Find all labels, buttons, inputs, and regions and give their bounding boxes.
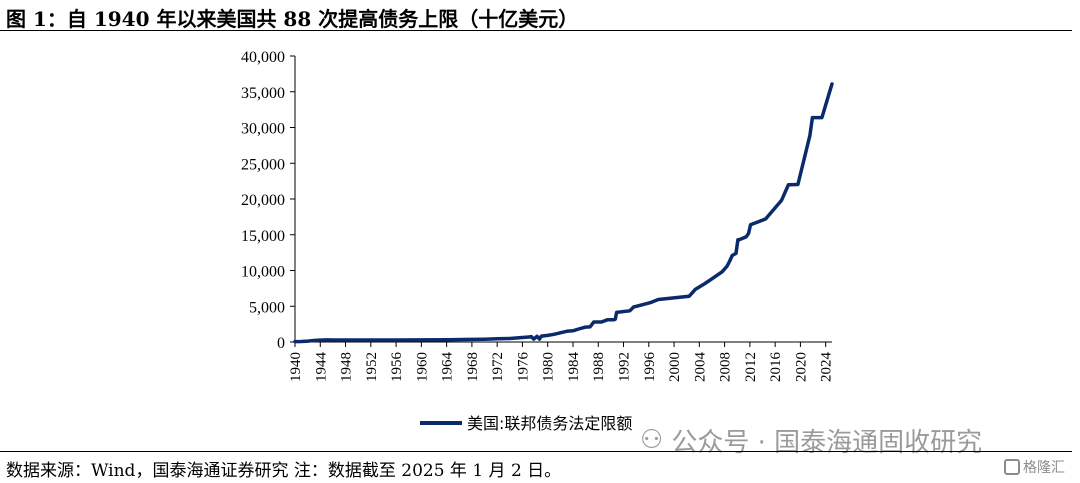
y-axis: 0 5,000 10,000 15,000 20,000 25,000 30,000 35,0… <box>241 49 296 352</box>
x-tick-label: 2020 <box>793 352 809 382</box>
y-tick-label: 35,000 <box>241 85 285 102</box>
y-tick-label: 15,000 <box>241 228 285 245</box>
wechat-icon: ⚇ <box>640 425 664 455</box>
y-tick-label: 10,000 <box>241 264 285 281</box>
x-tick-label: 2016 <box>768 352 784 383</box>
x-tick-label: 2012 <box>743 352 759 382</box>
x-tick-label: 2004 <box>692 352 708 383</box>
legend-label: 美国:联邦债务法定限额 <box>467 414 632 433</box>
x-tick-label: 2000 <box>667 352 683 382</box>
x-axis: 1940 1944 1948 1952 1956 1960 1964 1968 1972 1976… <box>288 341 835 383</box>
x-tick-label: 1940 <box>288 352 304 382</box>
source-note: 数据来源：Wind，国泰海通证券研究 注：数据截至 2025 年 1 月 2 日… <box>6 461 562 481</box>
x-tick-label: 2024 <box>819 352 835 383</box>
x-tick-label: 1944 <box>313 352 329 383</box>
top-rule <box>0 30 1072 31</box>
y-tick-label: 5,000 <box>249 299 285 316</box>
y-tick-label: 40,000 <box>241 49 285 66</box>
x-tick-label: 1948 <box>339 352 355 382</box>
legend: 美国:联邦债务法定限额 <box>420 414 632 433</box>
y-tick-label: 25,000 <box>241 156 285 173</box>
x-tick-label: 1952 <box>364 352 380 382</box>
x-tick-label: 1968 <box>465 352 481 382</box>
x-tick-label: 1996 <box>642 352 658 383</box>
x-tick-label: 1984 <box>566 352 582 383</box>
x-tick-label: 1976 <box>515 352 531 383</box>
x-tick-label: 2008 <box>718 352 734 382</box>
chart-title: 图 1：自 1940 年以来美国共 88 次提高债务上限（十亿美元） <box>6 7 579 31</box>
x-tick-label: 1960 <box>414 352 430 382</box>
x-tick-label: 1972 <box>490 352 506 382</box>
y-tick-label: 0 <box>277 335 285 352</box>
x-tick-label: 1988 <box>591 352 607 382</box>
watermark-text: 公众号 · 国泰海通固收研究 <box>671 427 983 458</box>
y-tick-label: 30,000 <box>241 121 285 138</box>
x-tick-label: 1980 <box>541 352 557 382</box>
x-tick-label: 1964 <box>440 352 456 383</box>
x-tick-label: 1992 <box>617 352 633 382</box>
watermark: ⚇ 公众号 · 国泰海通固收研究 <box>640 420 982 460</box>
gelonghui-logo-icon <box>1004 459 1020 475</box>
x-tick-label: 1956 <box>389 352 405 383</box>
logo-text: 格隆汇 <box>1023 460 1065 476</box>
y-tick-label: 20,000 <box>241 192 285 209</box>
publisher-logo: 格隆汇 <box>1004 457 1065 477</box>
bottom-rule <box>0 451 1072 452</box>
series-layer <box>293 82 834 344</box>
series-line-0 <box>293 82 834 344</box>
